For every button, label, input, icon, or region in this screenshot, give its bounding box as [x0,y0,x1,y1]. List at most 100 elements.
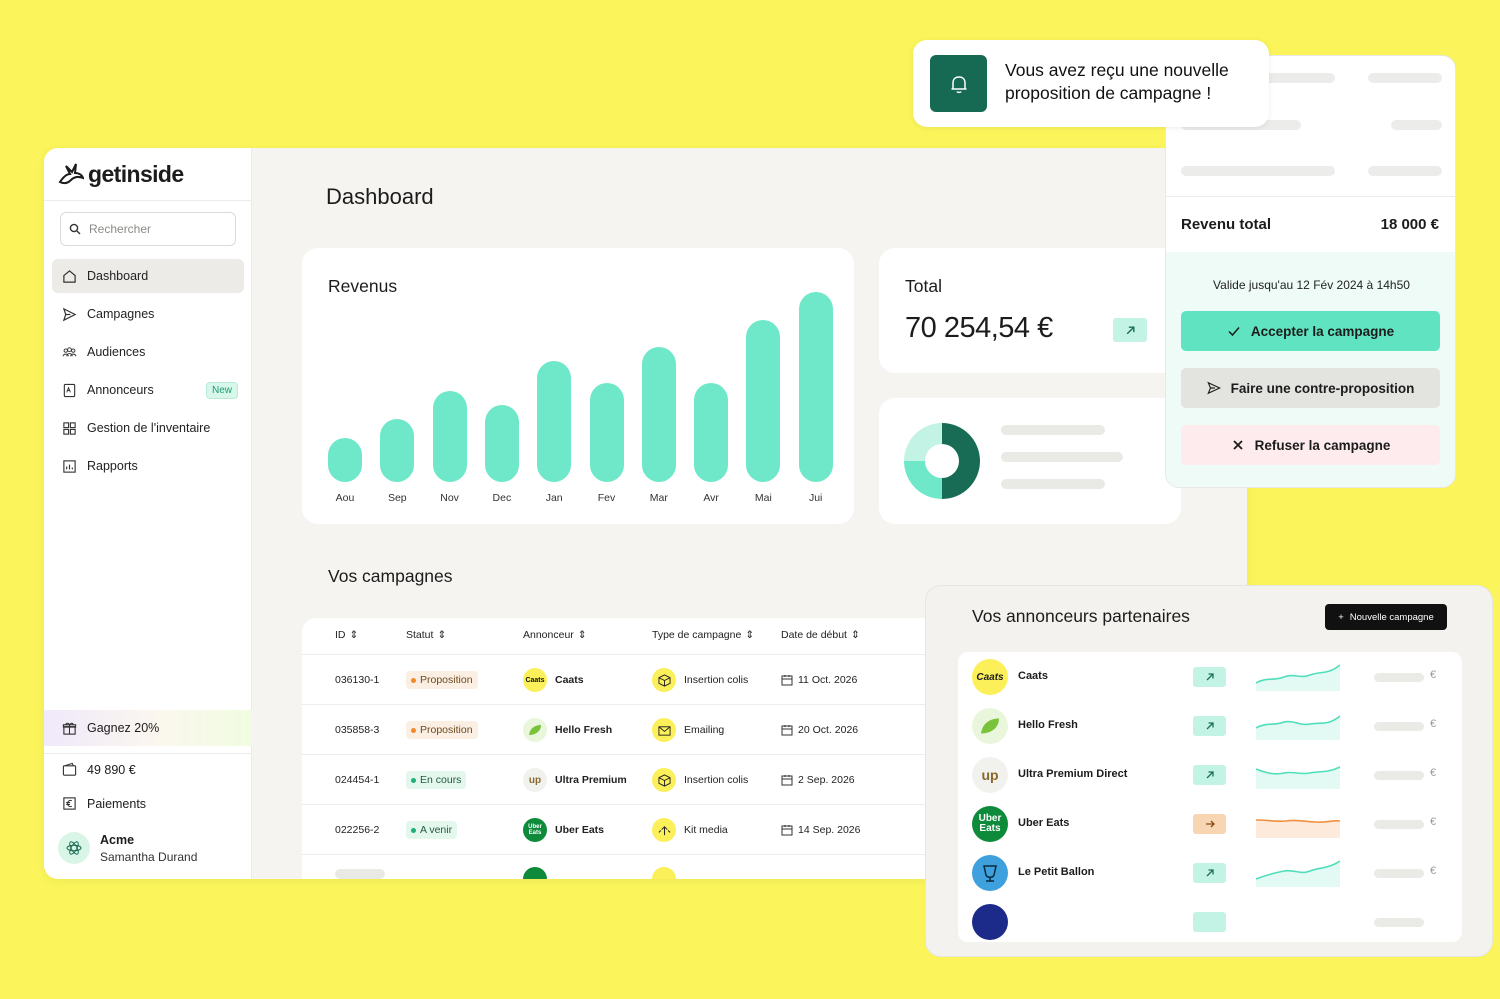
revenue-bar-mai[interactable] [746,319,781,482]
status-badge: A venir [406,821,458,839]
audience-icon [62,346,77,356]
accept-campaign-button[interactable]: Accepter la campagne [1181,311,1440,351]
total-trend-button[interactable] [1113,318,1147,342]
partner-trend-button[interactable] [1193,912,1226,932]
revenue-bar-jui[interactable] [798,291,833,482]
column-label: Type de campagne [652,629,742,641]
button-label: Refuser la campagne [1254,437,1391,453]
sidebar-item-rapports[interactable]: Rapports [52,449,244,483]
trend-sparkline [1256,664,1340,691]
revenue-bar-nov[interactable] [432,390,467,482]
sort-icon: ⇕ [349,629,359,641]
list-item[interactable]: up Ultra Premium Direct € [958,750,1462,799]
truncated-logo [523,867,547,879]
column-header-id[interactable]: ID ⇕ [335,629,358,641]
campaign-id: 024454-1 [335,774,380,786]
partner-trend-button[interactable] [1193,716,1226,736]
placeholder-line [1001,479,1105,489]
calendar-icon [781,825,793,836]
arrow-up-right-icon [1206,722,1214,730]
search-input[interactable]: Rechercher [60,212,236,246]
list-item[interactable] [958,897,1462,942]
table-row[interactable]: 024454-1 En cours up Ultra Premium Insert… [302,754,952,804]
revenue-bar-jan[interactable] [537,361,572,482]
revenue-bar-sep[interactable] [380,418,415,482]
x-tick-label: Nov [440,492,459,504]
referral-promo[interactable]: Gagnez 20% [44,710,252,746]
column-header-date[interactable]: Date de début ⇕ [781,629,860,641]
trend-sparkline [1256,860,1340,887]
brand-bird-icon [58,163,84,185]
sidebar-divider [44,753,252,754]
truncated-logo [972,904,1008,940]
revenue-total-value: 18 000 € [1380,216,1439,233]
wallet-balance[interactable]: 49 890 € [62,762,136,777]
list-item[interactable]: Le Petit Ballon € [958,848,1462,897]
button-label: Accepter la campagne [1250,323,1395,339]
partner-trend-button[interactable] [1193,863,1226,883]
new-campaign-button[interactable]: + Nouvelle campagne [1325,604,1447,630]
column-label: Statut [406,629,434,641]
revenue-bar-avr[interactable] [694,383,729,482]
sidebar-item-label: Gestion de l'inventaire [87,421,211,435]
campaigns-table: ID ⇕ Statut ⇕ Annonceur ⇕ Type de campagne ⇕… [302,618,952,879]
sidebar-item-paiements[interactable]: Paiements [62,796,146,811]
revenue-card: Revenus Aou Sep Nov Dec Jan Fev Mar Avr Mai Jui [302,248,854,524]
proposal-panel: Revenu total 18 000 € Valide jusqu'au 12… [1165,55,1456,488]
sidebar-item-annonceurs[interactable]: Annonceurs New [52,373,244,407]
x-tick-label: Fev [597,492,616,504]
button-label: Faire une contre-proposition [1230,380,1415,396]
currency-symbol: € [1430,669,1437,681]
sidebar-item-inventaire[interactable]: Gestion de l'inventaire [52,411,244,445]
revenue-bar-dec[interactable] [484,404,519,482]
revenue-title: Revenus [328,276,398,296]
list-item[interactable]: Caats Caats € [958,652,1462,701]
partner-trend-button[interactable] [1193,814,1226,834]
currency-symbol: € [1430,718,1437,730]
column-header-annonceur[interactable]: Annonceur ⇕ [523,629,587,641]
list-item[interactable]: Hello Fresh € [958,701,1462,750]
uber-eats-logo: Uber Eats [972,806,1008,842]
partner-trend-button[interactable] [1193,765,1226,785]
placeholder-line [1181,166,1335,176]
le-petit-ballon-logo [972,855,1008,891]
uber-eats-logo: Uber Eats [523,818,547,842]
advertiser-icon [63,383,76,397]
list-item[interactable]: Uber Eats Uber Eats € [958,799,1462,848]
column-header-type[interactable]: Type de campagne ⇕ [652,629,754,641]
table-row[interactable]: 022256-2 A venir Uber Eats Uber Eats Kit m… [302,804,952,854]
placeholder-value [1374,771,1424,780]
column-header-statut[interactable]: Statut ⇕ [406,629,446,641]
campaign-id: 036130-1 [335,674,380,686]
sort-icon: ⇕ [745,629,755,641]
revenue-bar-mar[interactable] [641,347,676,482]
placeholder-line [1368,166,1442,176]
notification-toast[interactable]: Vous avez reçu une nouvelle proposition … [913,40,1269,127]
x-tick-label: Jan [545,492,563,504]
sidebar-item-campagnes[interactable]: Campagnes [52,297,244,331]
report-icon [63,459,76,473]
refuse-campaign-button[interactable]: Refuser la campagne [1181,425,1440,465]
table-row[interactable]: 036130-1 Proposition Caats Caats Insertio… [302,654,952,704]
sidebar-item-dashboard[interactable]: Dashboard [52,259,244,293]
x-tick-label: Mar [649,492,668,504]
table-row[interactable]: 035858-3 Proposition Hello Fresh Emailin… [302,704,952,754]
partner-trend-button[interactable] [1193,667,1226,687]
currency-symbol: € [1430,767,1437,779]
counter-proposal-button[interactable]: Faire une contre-proposition [1181,368,1440,408]
revenue-bar-aou[interactable] [328,438,362,482]
placeholder-value [1374,820,1424,829]
status-badge: Proposition [406,671,478,689]
campaign-id: 022256-2 [335,824,380,836]
currency-symbol: € [1430,816,1437,828]
check-icon [1228,327,1240,337]
revenue-bar-fev[interactable] [589,383,624,482]
calendar-icon [781,775,793,786]
campaigns-title: Vos campagnes [328,566,453,586]
table-row[interactable] [302,854,952,879]
sidebar-item-audiences[interactable]: Audiences [52,335,244,369]
user-account[interactable]: Acme Samantha Durand [58,832,197,864]
search-icon [69,223,81,235]
brand-logo[interactable]: getinside [58,160,184,188]
promo-label: Gagnez 20% [87,721,160,735]
